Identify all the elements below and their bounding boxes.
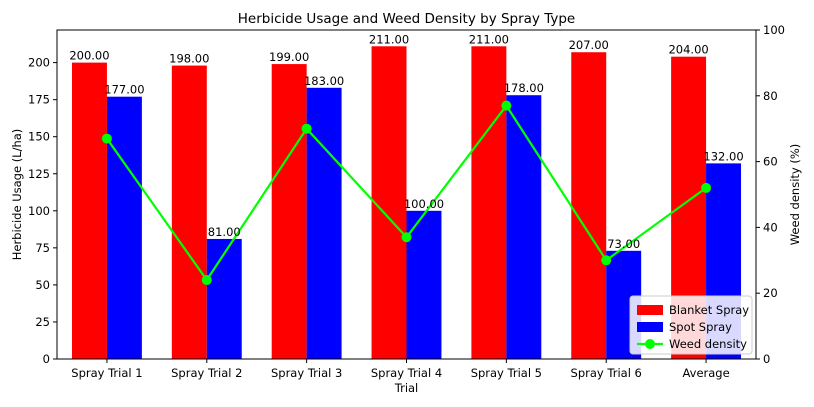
bar-blanket-spray: [271, 64, 307, 360]
axes-layer: 0 25 50 75 100 125 150 175 200 0 20 40 60 80 100 Spray …: [28, 23, 785, 380]
bar-blanket-spray: [571, 52, 607, 359]
data-label-spot-spray: 183.00: [304, 74, 344, 88]
x-tick-label: Spray Trial 4: [371, 366, 442, 380]
data-label-blanket-spray: 198.00: [169, 52, 209, 66]
legend: Blanket Spray Spot Spray Weed density: [629, 295, 753, 355]
x-tick-label: Spray Trial 3: [271, 366, 342, 380]
legend-label-blanket-spray: Blanket Spray: [669, 303, 749, 317]
bar-blanket-spray: [371, 46, 407, 359]
y2-tick-label: 80: [763, 89, 778, 103]
y-tick-label: 200: [28, 56, 50, 70]
weed-density-point: [101, 133, 112, 144]
chart-title: Herbicide Usage and Weed Density by Spra…: [238, 11, 575, 27]
data-label-blanket-spray: 204.00: [668, 43, 708, 57]
data-label-spot-spray: 100.00: [404, 197, 444, 211]
legend-label-spot-spray: Spot Spray: [669, 320, 732, 334]
y2-tick-label: 0: [763, 352, 770, 366]
data-labels-layer: 200.00 198.00 199.00 211.00 211.00 207.00 204.…: [69, 32, 743, 251]
bar-spot-spray: [106, 96, 142, 360]
y2-axis-label: Weed density (%): [788, 144, 802, 246]
bar-blanket-spray: [71, 62, 107, 359]
weed-density-point: [501, 100, 512, 111]
bar-spot-spray: [406, 210, 442, 359]
x-tick-label: Spray Trial 1: [71, 366, 142, 380]
y-tick-label: 150: [28, 130, 50, 144]
data-label-spot-spray: 81.00: [208, 225, 241, 239]
data-label-blanket-spray: 211.00: [369, 32, 409, 46]
bar-blanket-spray: [471, 46, 507, 359]
x-tick-label: Spray Trial 5: [471, 366, 542, 380]
y-tick-label: 50: [35, 278, 50, 292]
data-label-blanket-spray: 207.00: [569, 38, 609, 52]
weed-density-point: [401, 232, 412, 243]
y-tick-label: 125: [28, 167, 50, 181]
data-label-spot-spray: 177.00: [104, 83, 144, 97]
y-tick-label: 75: [35, 241, 50, 255]
data-label-spot-spray: 178.00: [504, 81, 544, 95]
data-label-blanket-spray: 199.00: [269, 50, 309, 64]
x-tick-label: Average: [682, 366, 729, 380]
data-label-spot-spray: 132.00: [703, 149, 743, 163]
y-axis-label: Herbicide Usage (L/ha): [10, 129, 24, 261]
data-label-blanket-spray: 211.00: [469, 32, 509, 46]
data-label-spot-spray: 73.00: [607, 237, 640, 251]
y2-tick-label: 20: [763, 286, 778, 300]
data-label-blanket-spray: 200.00: [69, 49, 109, 63]
bar-spot-spray: [306, 87, 342, 359]
y2-tick-label: 100: [763, 23, 785, 37]
weed-density-point: [701, 182, 712, 193]
x-tick-label: Spray Trial 2: [171, 366, 242, 380]
weed-density-point: [301, 123, 312, 134]
y-tick-label: 0: [43, 352, 50, 366]
legend-label-weed-density: Weed density: [669, 337, 747, 351]
x-axis-label: Trial: [394, 381, 419, 395]
weed-density-point: [201, 275, 212, 286]
weed-density-point: [601, 255, 612, 266]
weed-density-line-layer: [101, 100, 712, 286]
y-tick-label: 175: [28, 93, 50, 107]
y2-tick-label: 60: [763, 155, 778, 169]
legend-marker-weed-density: [645, 339, 655, 349]
legend-swatch-blanket-spray: [637, 305, 663, 315]
y-tick-label: 100: [28, 204, 50, 218]
bar-blanket-spray: [171, 65, 207, 359]
x-tick-label: Spray Trial 6: [571, 366, 642, 380]
y-tick-label: 25: [35, 315, 50, 329]
bar-spot-spray: [206, 238, 242, 359]
bar-spot-spray: [506, 95, 542, 359]
legend-swatch-spot-spray: [637, 322, 663, 332]
y2-tick-label: 40: [763, 220, 778, 234]
